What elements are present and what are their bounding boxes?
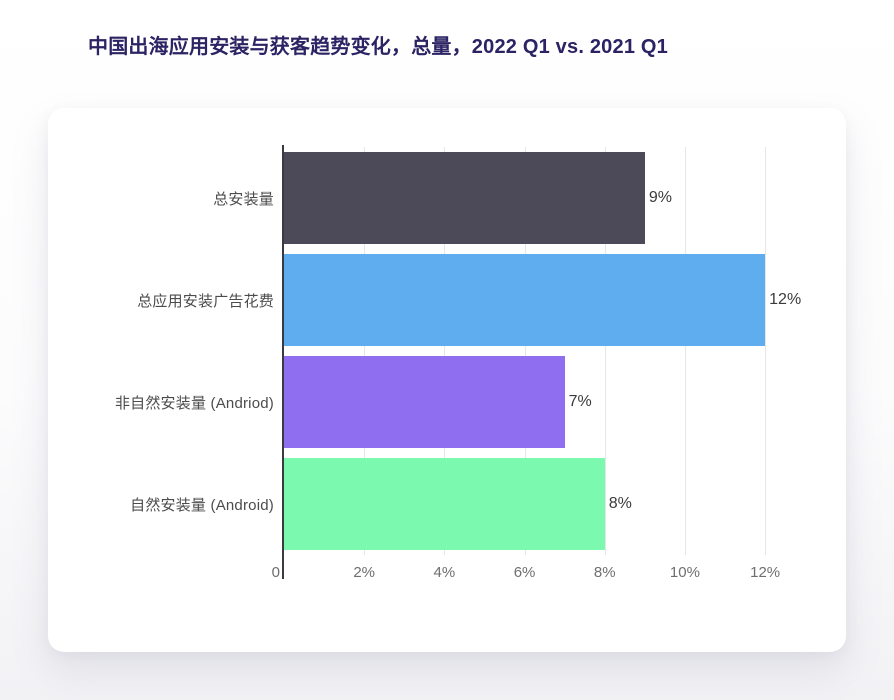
value-label: 7% — [568, 393, 592, 410]
bar-row: 非自然安装量 (Andriod) 7% — [48, 351, 790, 453]
value-label: 9% — [648, 189, 672, 206]
bar-track: 9% — [284, 152, 790, 244]
bar-row: 自然安装量 (Android) 8% — [48, 453, 790, 555]
gridline — [444, 147, 446, 555]
x-tick-label: 6% — [513, 564, 536, 581]
x-tick-label: 8% — [593, 564, 616, 581]
x-tick-label: 2% — [353, 564, 376, 581]
bar-row: 总安装量 9% — [48, 147, 790, 249]
value-label: 8% — [608, 495, 632, 512]
gridline — [364, 147, 366, 555]
grid-layer — [284, 147, 790, 555]
bar-track: 7% — [284, 356, 790, 448]
bar-track: 8% — [284, 458, 790, 550]
x-tick-label: 4% — [433, 564, 456, 581]
bar-track: 12% — [284, 254, 801, 346]
x-tick-label: 10% — [669, 564, 700, 581]
x-tick-label: 12% — [750, 564, 781, 581]
bar-chart: 总安装量 9% 总应用安装广告花费 12% 非自然安装量 (Andriod) 7% 自然安装… — [48, 108, 846, 652]
bar — [284, 254, 766, 346]
bar — [284, 356, 565, 448]
page-title: 中国出海应用安装与获客趋势变化，总量，2022 Q1 vs. 2021 Q1 — [88, 36, 668, 58]
bar — [284, 152, 645, 244]
category-label: 总安装量 — [213, 190, 274, 208]
category-label: 自然安装量 (Android) — [130, 496, 274, 514]
chart-card: 总安装量 9% 总应用安装广告花费 12% 非自然安装量 (Andriod) 7% 自然安装… — [48, 108, 846, 652]
gridline — [765, 147, 767, 555]
bar-rows: 总安装量 9% 总应用安装广告花费 12% 非自然安装量 (Andriod) 7% 自然安装… — [48, 147, 801, 555]
y-axis-line — [282, 145, 284, 579]
bar-row: 总应用安装广告花费 12% — [48, 249, 801, 351]
value-label: 12% — [769, 291, 802, 308]
gridline — [604, 147, 606, 555]
category-label: 非自然安装量 (Andriod) — [114, 394, 274, 412]
x-tick-label: 0 — [271, 564, 280, 581]
gridline — [684, 147, 686, 555]
category-label: 总应用安装广告花费 — [137, 292, 274, 310]
gridline — [524, 147, 526, 555]
x-axis-ticks: 0 2% 4% 6% 8% 10% 12% — [272, 564, 790, 584]
bar — [284, 458, 605, 550]
